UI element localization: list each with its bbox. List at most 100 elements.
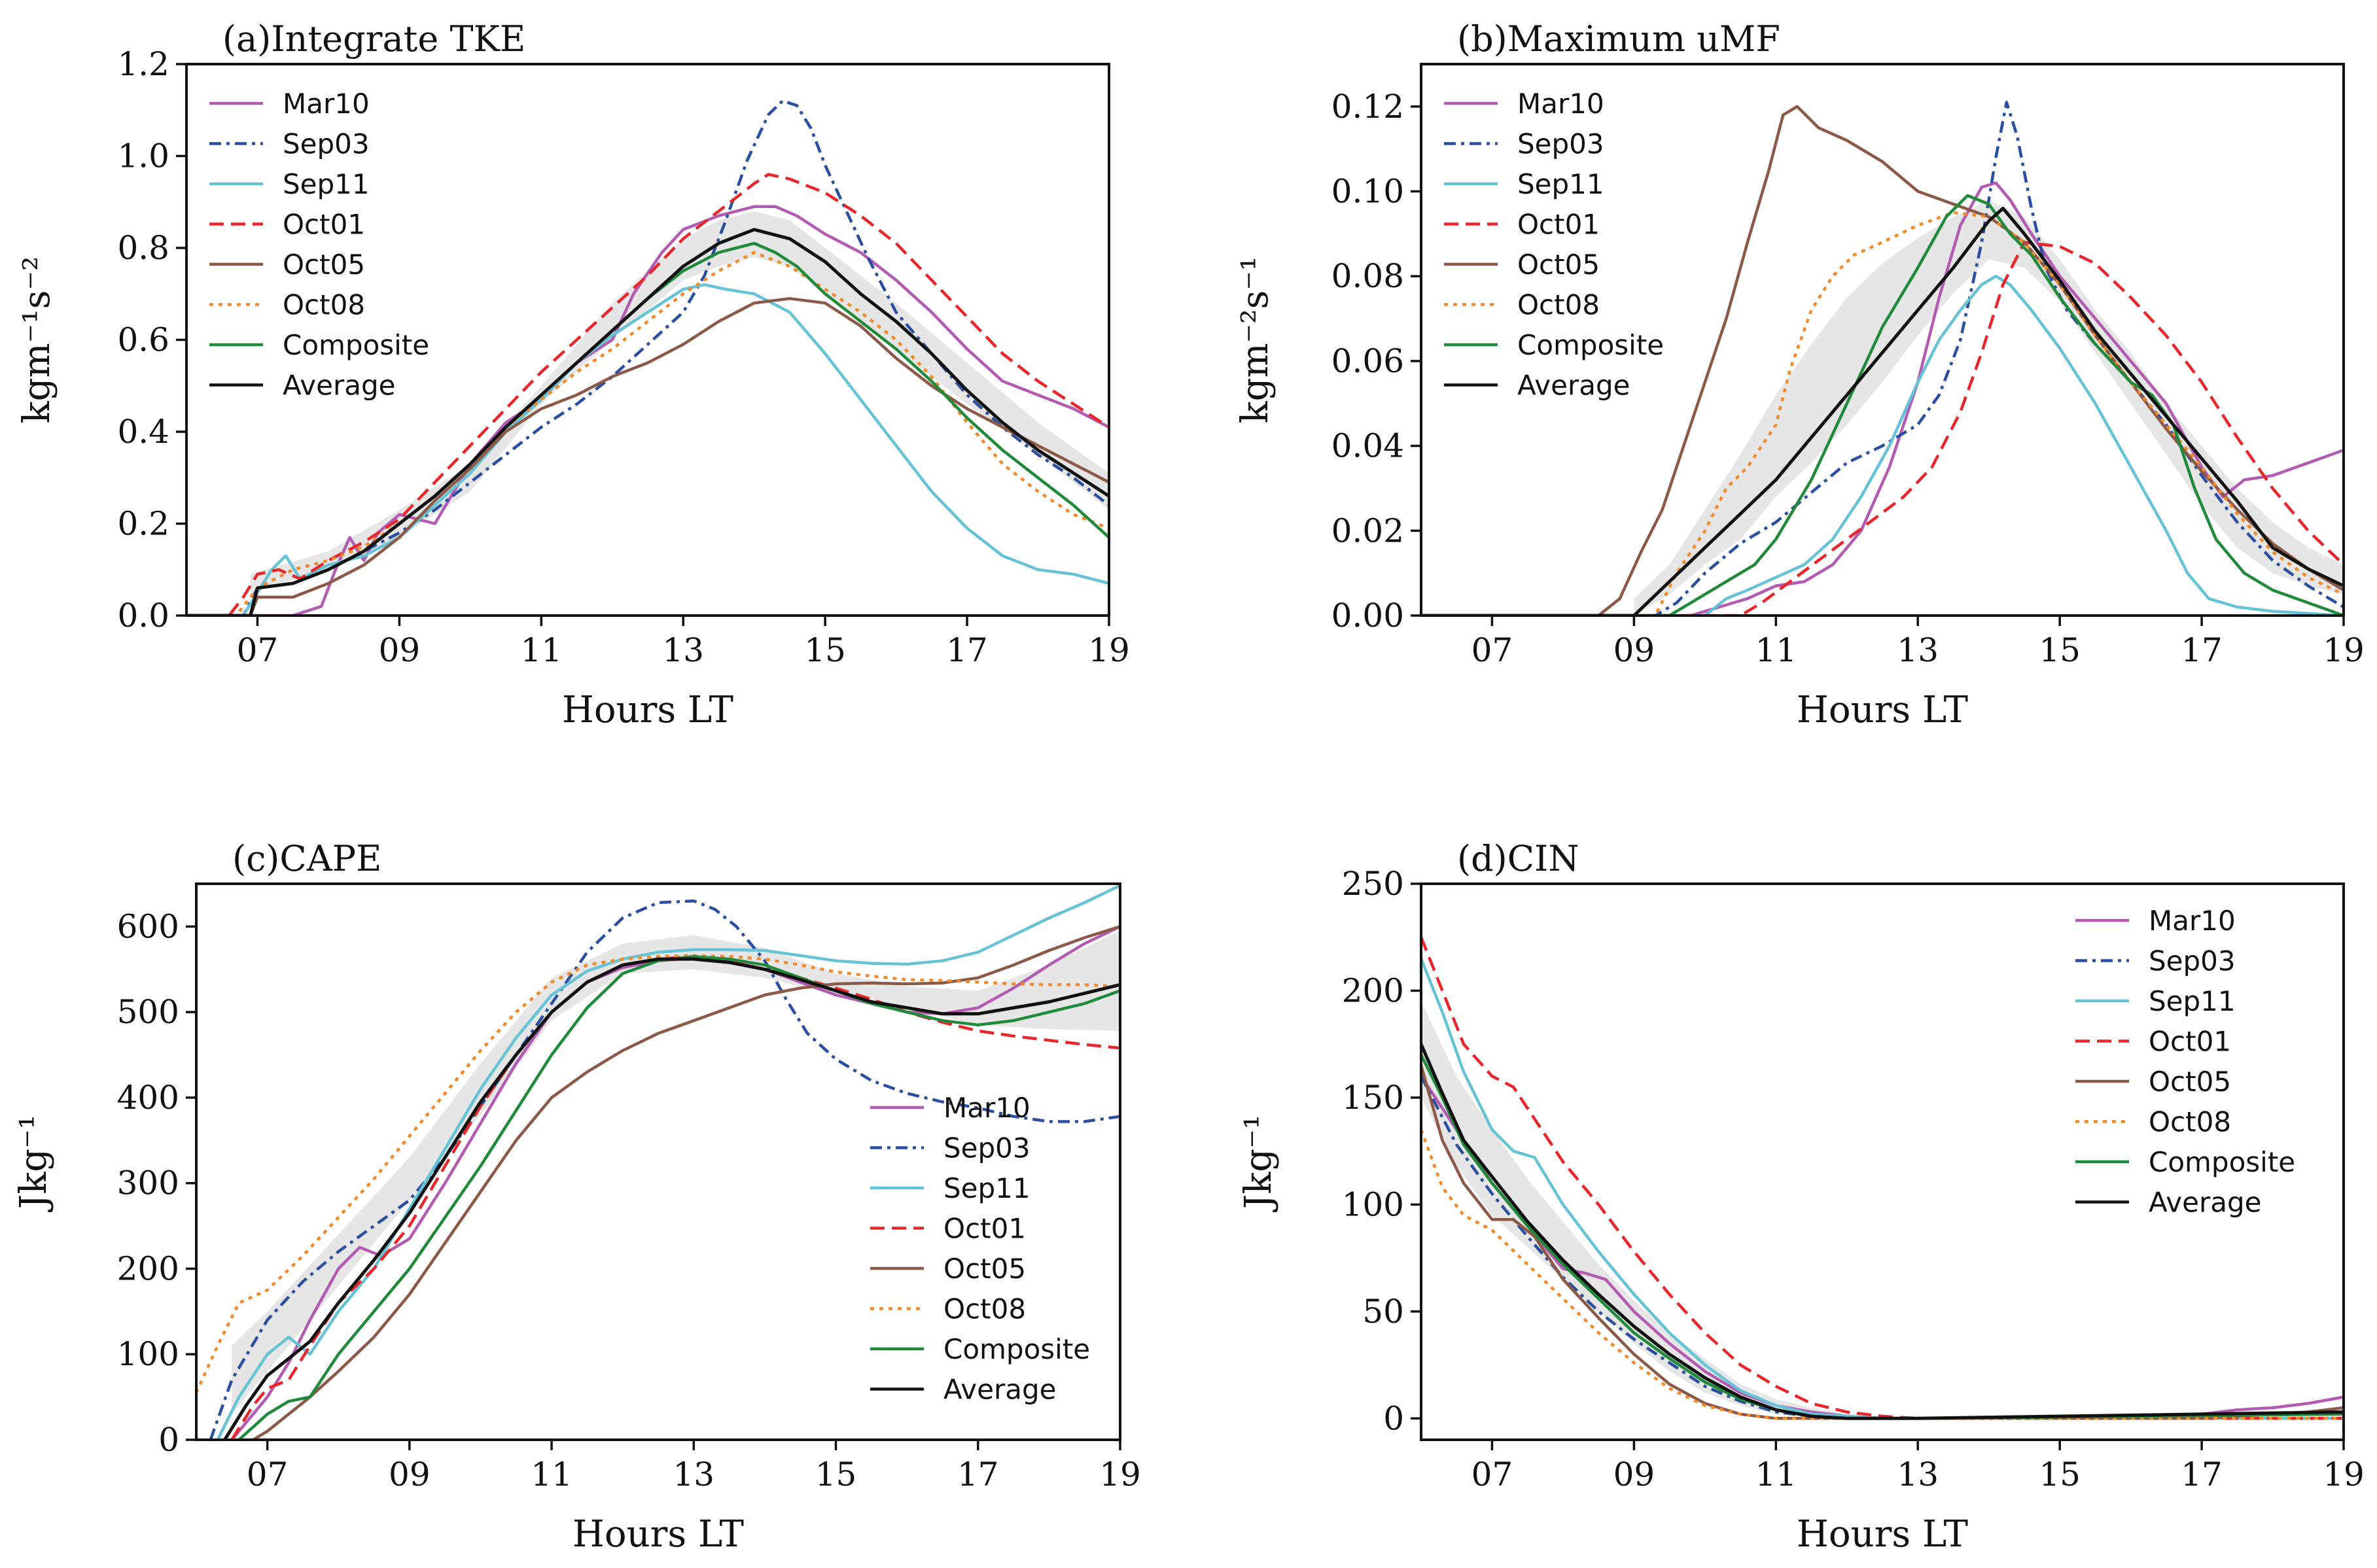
y-tick-label: 0.00 (1331, 597, 1404, 635)
y-tick-label: 0.6 (117, 321, 169, 359)
series-line-average (1421, 1043, 2344, 1420)
y-tick-label: 1.0 (117, 137, 169, 175)
x-axis-label: Hours LT (1797, 1513, 1968, 1556)
series-line-sep11 (1421, 958, 2344, 1420)
legend: Mar10 Sep03 Sep11 Oct01 Oct05 Oct08 Composite A… (209, 88, 429, 402)
x-tick-label: 11 (1755, 1455, 1797, 1493)
series-line-sep11 (1421, 274, 2344, 616)
series-line-oct01 (1421, 936, 2344, 1420)
x-tick-label: 07 (1471, 1455, 1513, 1493)
series-line-oct05 (186, 297, 1109, 616)
x-tick-label: 11 (1755, 631, 1797, 669)
legend-label-mar10: Mar10 (2149, 905, 2236, 937)
legend-label-oct05: Oct05 (2149, 1066, 2231, 1098)
y-axis-label: Jkg⁻¹ (12, 1115, 55, 1212)
plot-frame (1420, 882, 2345, 1441)
y-tick-label: 500 (117, 993, 179, 1031)
legend-label-oct01: Oct01 (943, 1213, 1026, 1245)
y-tick-label: 600 (117, 907, 179, 945)
series-line-oct01 (1421, 241, 2344, 616)
panel-title: (b)Maximum uMF (1457, 18, 1780, 60)
legend-label-sep11: Sep11 (2149, 985, 2236, 1017)
legend-label-sep11: Sep11 (943, 1172, 1030, 1204)
legend-label-oct01: Oct01 (2149, 1026, 2231, 1058)
y-axis-label: kgm⁻¹s⁻² (16, 256, 58, 424)
legend-label-sep03: Sep03 (2149, 945, 2236, 977)
legend-label-oct05: Oct05 (1517, 249, 1600, 281)
x-tick-label: 11 (520, 631, 562, 669)
series-line-oct01 (186, 173, 1109, 616)
panel-title: (d)CIN (1457, 838, 1579, 879)
x-axis-label: Hours LT (562, 689, 733, 731)
legend-label-sep11: Sep11 (1517, 168, 1604, 200)
y-tick-label: 400 (117, 1079, 179, 1117)
spread-band (232, 930, 1120, 1414)
series-line-average (186, 228, 1109, 616)
y-tick-label: 0 (1383, 1399, 1404, 1437)
x-tick-label: 13 (1897, 1455, 1939, 1493)
series-line-composite (1421, 194, 2344, 616)
y-tick-label: 0.4 (117, 413, 169, 451)
legend-label-average: Average (2149, 1187, 2261, 1219)
x-tick-label: 19 (1099, 1455, 1141, 1493)
series-line-average (1421, 207, 2344, 616)
y-tick-label: 0.10 (1331, 173, 1404, 211)
legend-label-sep11: Sep11 (283, 168, 370, 200)
x-tick-label: 17 (2181, 1455, 2223, 1493)
legend-label-oct01: Oct01 (283, 209, 365, 241)
legend-label-oct08: Oct08 (943, 1293, 1026, 1325)
legend-label-sep03: Sep03 (943, 1132, 1030, 1164)
y-tick-label: 0.04 (1331, 427, 1404, 465)
series-line-oct08 (1421, 1129, 2344, 1420)
panel-b: 07 09 11 13 15 17 19 0.00 0.02 0.04 0.06 0.08 0.10 0.… (1234, 18, 2365, 731)
legend-label-oct01: Oct01 (1517, 209, 1600, 241)
x-tick-label: 09 (379, 631, 421, 669)
legend-label-composite: Composite (1517, 329, 1664, 361)
panel-c: 07 09 11 13 15 17 19 0 100 200 300 400 500 600 (c)CAPE… (12, 838, 1141, 1556)
x-tick-label: 09 (1613, 631, 1655, 669)
y-tick-label: 100 (117, 1335, 179, 1373)
y-tick-label: 250 (1342, 865, 1404, 903)
series-line-sep11 (186, 283, 1109, 616)
y-tick-label: 0.08 (1331, 257, 1404, 295)
x-tick-label: 17 (2181, 631, 2223, 669)
x-tick-label: 17 (957, 1455, 999, 1493)
legend-label-composite: Composite (2149, 1146, 2295, 1178)
x-tick-label: 19 (1088, 631, 1130, 669)
y-tick-label: 0.12 (1331, 88, 1404, 126)
y-tick-label: 1.2 (117, 45, 169, 83)
x-tick-label: 19 (2323, 1455, 2365, 1493)
legend: Mar10 Sep03 Sep11 Oct01 Oct05 Oct08 Composite A… (870, 1092, 1090, 1406)
y-tick-label: 0.06 (1331, 342, 1404, 380)
legend: Mar10 Sep03 Sep11 Oct01 Oct05 Oct08 Composite A… (1444, 88, 1664, 402)
series-line-sep03 (209, 899, 1120, 1440)
x-tick-label: 13 (662, 631, 704, 669)
x-tick-label: 19 (2323, 631, 2365, 669)
legend-label-composite: Composite (943, 1333, 1090, 1365)
x-tick-label: 07 (247, 1455, 289, 1493)
legend-label-oct08: Oct08 (2149, 1106, 2231, 1138)
panel-a: 07 09 11 13 15 17 19 0.0 0.2 0.4 0.6 0.8 1.0 1.2 (a)In… (16, 18, 1130, 731)
plot-frame (195, 882, 1121, 1441)
y-tick-label: 100 (1342, 1185, 1404, 1223)
x-tick-label: 15 (815, 1455, 857, 1493)
legend-label-sep03: Sep03 (283, 128, 370, 160)
y-tick-label: 0.2 (117, 505, 169, 543)
legend-label-mar10: Mar10 (943, 1092, 1030, 1124)
legend: Mar10 Sep03 Sep11 Oct01 Oct05 Oct08 Composite A… (2075, 905, 2295, 1219)
y-tick-label: 0.8 (117, 229, 169, 267)
series-line-composite (238, 954, 1120, 1440)
x-tick-label: 15 (804, 631, 846, 669)
x-tick-label: 15 (2039, 631, 2081, 669)
legend-label-average: Average (283, 370, 395, 402)
y-axis-label: Jkg⁻¹ (1237, 1115, 1280, 1212)
legend-label-average: Average (1517, 370, 1630, 402)
y-tick-label: 200 (117, 1249, 179, 1287)
y-tick-label: 200 (1342, 971, 1404, 1009)
y-tick-label: 300 (117, 1164, 179, 1202)
legend-label-sep03: Sep03 (1517, 128, 1604, 160)
x-axis-label: Hours LT (1797, 689, 1968, 731)
x-axis-label: Hours LT (572, 1513, 744, 1556)
series-line-mar10 (230, 925, 1120, 1440)
panel-d: 07 09 11 13 15 17 19 0 50 100 150 200 250 (d)CIN Hours… (1237, 838, 2365, 1556)
